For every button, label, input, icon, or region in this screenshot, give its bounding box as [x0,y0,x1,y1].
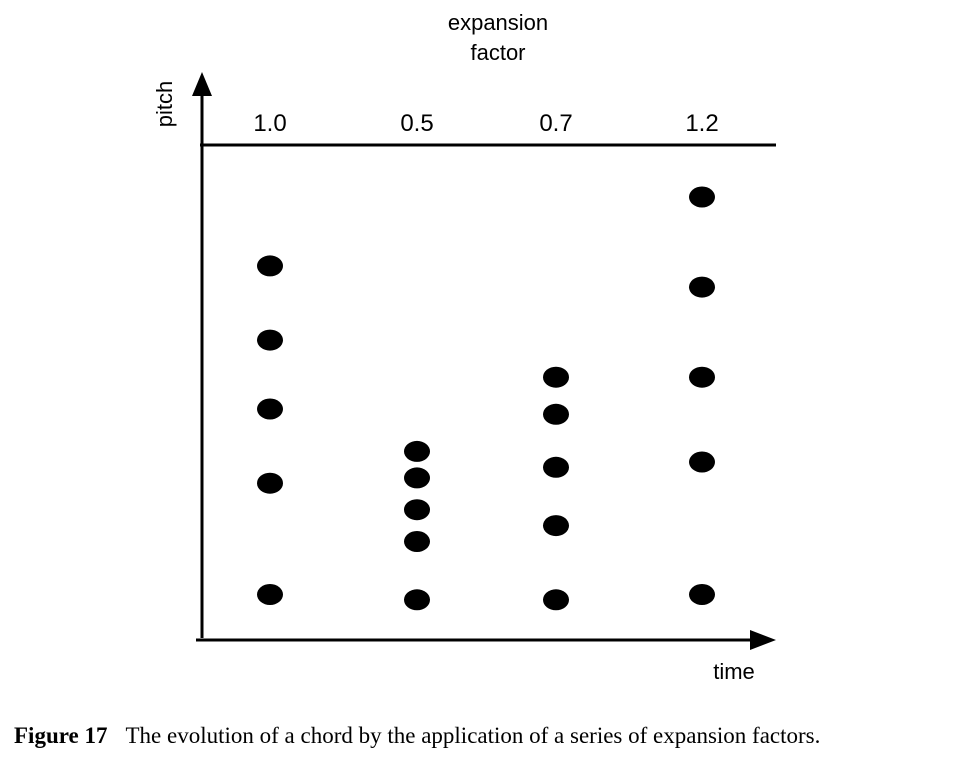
caption-text: The evolution of a chord by the applicat… [125,723,821,748]
chord-note-point [404,499,430,521]
chord-note-point [543,589,569,611]
chord-note-point [543,515,569,537]
expansion-factor-label: 0.7 [539,110,572,137]
chord-note-point [257,255,283,277]
caption-label: Figure 17 [14,723,108,748]
expansion-factor-label: 1.2 [685,110,718,137]
chord-note-point [404,589,430,611]
chord-note-point [404,440,430,462]
x-axis-label: time [713,659,755,684]
expansion-factor-label: 0.5 [400,110,433,137]
expansion-factor-labels: 1.0 0.5 0.7 1.2 [253,110,718,137]
axes [192,72,776,650]
chord-note-point [689,584,715,605]
chord-note-point [543,456,569,478]
y-axis-label: pitch [152,81,177,127]
chord-note-point [689,276,715,298]
chord-note-point [543,403,569,425]
chord-note-point [689,186,715,208]
x-axis-arrowhead [750,630,776,650]
chord-points [257,186,715,611]
chord-note-point [689,451,715,473]
chord-note-point [543,366,569,388]
expansion-factor-label: 1.0 [253,110,286,137]
figure-caption: Figure 17 The evolution of a chord by the… [14,722,954,749]
chord-note-point [257,584,283,605]
top-axis-title-line-2: factor [470,40,525,65]
top-axis-title-line-1: expansion [448,10,548,35]
chord-note-point [257,329,283,351]
chord-note-point [404,531,430,552]
chord-note-point [689,366,715,388]
chord-note-point [257,398,283,420]
y-axis-arrowhead [192,72,212,96]
chord-note-point [404,467,430,489]
chord-note-point [257,472,283,494]
